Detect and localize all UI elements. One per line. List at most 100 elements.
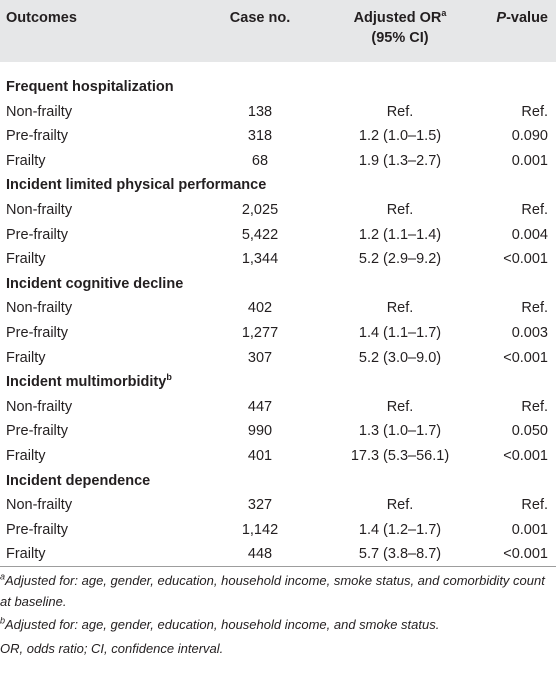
table-cell: 0.050 bbox=[511, 423, 548, 440]
data-row: Non-frailty 2,025 Ref. Ref. bbox=[0, 198, 556, 223]
table-cell: 17.3 (5.3–56.1) bbox=[350, 448, 450, 464]
header-cell: Case no. bbox=[229, 10, 291, 26]
table-cell: 327 bbox=[247, 497, 273, 514]
group-title: Incident cognitive decline bbox=[6, 272, 183, 297]
group-row: Incident cognitive decline bbox=[0, 272, 556, 297]
group-title: Frequent hospitalization bbox=[6, 75, 174, 100]
footnote: aAdjusted for: age, gender, education, h… bbox=[0, 571, 552, 612]
table-cell: 401 bbox=[247, 448, 273, 464]
table-cell: 5.2 (2.9–9.2) bbox=[358, 251, 442, 268]
group-row: Incident dependence bbox=[0, 469, 556, 494]
group-title: Incident multimorbidityb bbox=[6, 370, 172, 395]
table-cell: 2,025 bbox=[241, 202, 279, 218]
footnote-mark: b bbox=[166, 372, 172, 383]
table-cell: 1.4 (1.1–1.7) bbox=[358, 325, 442, 341]
footnote: OR, odds ratio; CI, confidence interval. bbox=[0, 639, 552, 660]
table-cell: 1.3 (1.0–1.7) bbox=[358, 423, 442, 440]
table-cell: Ref. bbox=[521, 202, 548, 218]
table-cell: 0.001 bbox=[511, 152, 548, 169]
table-cell: 448 bbox=[247, 546, 273, 563]
table-cell: Ref. bbox=[521, 497, 548, 514]
table-cell: 1,344 bbox=[241, 251, 279, 268]
table-cell: 318 bbox=[247, 128, 273, 145]
group-row: Incident limited physical performance bbox=[0, 173, 556, 198]
table-cell: Pre-frailty bbox=[6, 521, 69, 538]
header-text: -value bbox=[506, 10, 548, 26]
data-row: Frailty 448 5.7 (3.8–8.7) <0.001 bbox=[0, 542, 556, 567]
table-cell: Ref. bbox=[521, 103, 548, 120]
table-cell: Ref. bbox=[521, 300, 548, 317]
table-cell: 138 bbox=[247, 103, 273, 120]
table-cell: <0.001 bbox=[503, 349, 548, 366]
data-row: Pre-frailty 318 1.2 (1.0–1.5) 0.090 bbox=[0, 124, 556, 149]
table-cell: 68 bbox=[251, 152, 269, 169]
table-cell: Pre-frailty bbox=[6, 128, 69, 145]
data-row: Pre-frailty 5,422 1.2 (1.1–1.4) 0.004 bbox=[0, 223, 556, 248]
group-title-text: Incident cognitive decline bbox=[6, 275, 184, 292]
data-row: Non-frailty 402 Ref. Ref. bbox=[0, 296, 556, 321]
table-cell: 1.2 (1.1–1.4) bbox=[358, 226, 442, 243]
table-cell: 0.090 bbox=[511, 128, 548, 145]
table-cell: Ref. bbox=[386, 398, 414, 415]
data-row: Non-frailty 447 Ref. Ref. bbox=[0, 395, 556, 420]
table-cell: <0.001 bbox=[503, 546, 548, 563]
table-cell: 5.2 (3.0–9.0) bbox=[358, 349, 442, 366]
table-cell: Frailty bbox=[6, 546, 46, 563]
footnote-mark: a bbox=[441, 8, 447, 19]
table-cell: <0.001 bbox=[503, 251, 548, 268]
data-row: Frailty 1,344 5.2 (2.9–9.2) <0.001 bbox=[0, 247, 556, 272]
table-cell: 990 bbox=[247, 423, 273, 440]
footnote-mark: a bbox=[0, 571, 6, 582]
footnote-text: OR, odds ratio; CI, confidence interval. bbox=[0, 640, 224, 656]
group-row: Frequent hospitalization bbox=[0, 75, 556, 100]
footnote-mark: b bbox=[0, 615, 6, 626]
table-cell: 0.003 bbox=[511, 325, 548, 341]
table-cell: Non-frailty bbox=[6, 497, 73, 514]
group-title-text: Incident multimorbidity bbox=[6, 374, 167, 391]
data-row: Non-frailty 327 Ref. Ref. bbox=[0, 493, 556, 518]
table-cell: 1.2 (1.0–1.5) bbox=[358, 128, 442, 145]
table-cell: 5,422 bbox=[241, 226, 279, 243]
group-title-text: Incident limited physical performance bbox=[6, 177, 267, 194]
footnotes: aAdjusted for: age, gender, education, h… bbox=[0, 571, 552, 662]
table-cell: 447 bbox=[247, 398, 273, 415]
table-cell: 307 bbox=[247, 349, 273, 366]
table-cell: Pre-frailty bbox=[6, 325, 69, 341]
data-row: Frailty 307 5.2 (3.0–9.0) <0.001 bbox=[0, 346, 556, 371]
data-row: Pre-frailty 990 1.3 (1.0–1.7) 0.050 bbox=[0, 419, 556, 444]
table-header: Outcomes Case no. Adjusted ORa (95% CI) P… bbox=[0, 0, 556, 62]
data-row: Frailty 68 1.9 (1.3–2.7) 0.001 bbox=[0, 149, 556, 174]
table-cell: 1.4 (1.2–1.7) bbox=[358, 521, 442, 538]
table-cell: 1,277 bbox=[241, 325, 279, 341]
header-cell: P-value bbox=[496, 8, 548, 28]
table-cell: Frailty bbox=[6, 448, 46, 464]
table-cell: 5.7 (3.8–8.7) bbox=[358, 546, 442, 563]
footnote-text: Adjusted for: age, gender, education, ho… bbox=[0, 573, 545, 609]
footnote-text: Adjusted for: age, gender, education, ho… bbox=[5, 617, 440, 632]
table-cell: 1.9 (1.3–2.7) bbox=[358, 152, 442, 169]
header-cell: Outcomes bbox=[6, 10, 77, 26]
table-cell: Frailty bbox=[6, 251, 46, 268]
data-row: Non-frailty 138 Ref. Ref. bbox=[0, 100, 556, 125]
table-cell: 402 bbox=[247, 300, 273, 317]
header-cell: Adjusted ORa (95% CI) bbox=[310, 8, 490, 48]
table-cell: Frailty bbox=[6, 152, 46, 169]
group-row: Incident multimorbidityb bbox=[0, 370, 556, 395]
table-cell: Non-frailty bbox=[6, 202, 73, 218]
data-row: Pre-frailty 1,142 1.4 (1.2–1.7) 0.001 bbox=[0, 518, 556, 543]
table-cell: Ref. bbox=[386, 103, 414, 120]
table-cell: Ref. bbox=[521, 398, 548, 415]
table-cell: Ref. bbox=[386, 202, 414, 218]
table-cell: Non-frailty bbox=[6, 398, 73, 415]
table-cell: Pre-frailty bbox=[6, 226, 69, 243]
table-cell: Non-frailty bbox=[6, 103, 73, 120]
footnote: bAdjusted for: age, gender, education, h… bbox=[0, 615, 552, 636]
table-cell: <0.001 bbox=[503, 448, 548, 464]
table-rule bbox=[0, 566, 556, 567]
group-title-text: Incident dependence bbox=[6, 472, 151, 489]
table-cell: 0.001 bbox=[511, 521, 548, 538]
group-title: Incident dependence bbox=[6, 469, 150, 494]
table-cell: Ref. bbox=[386, 497, 414, 514]
group-title: Incident limited physical performance bbox=[6, 173, 266, 198]
